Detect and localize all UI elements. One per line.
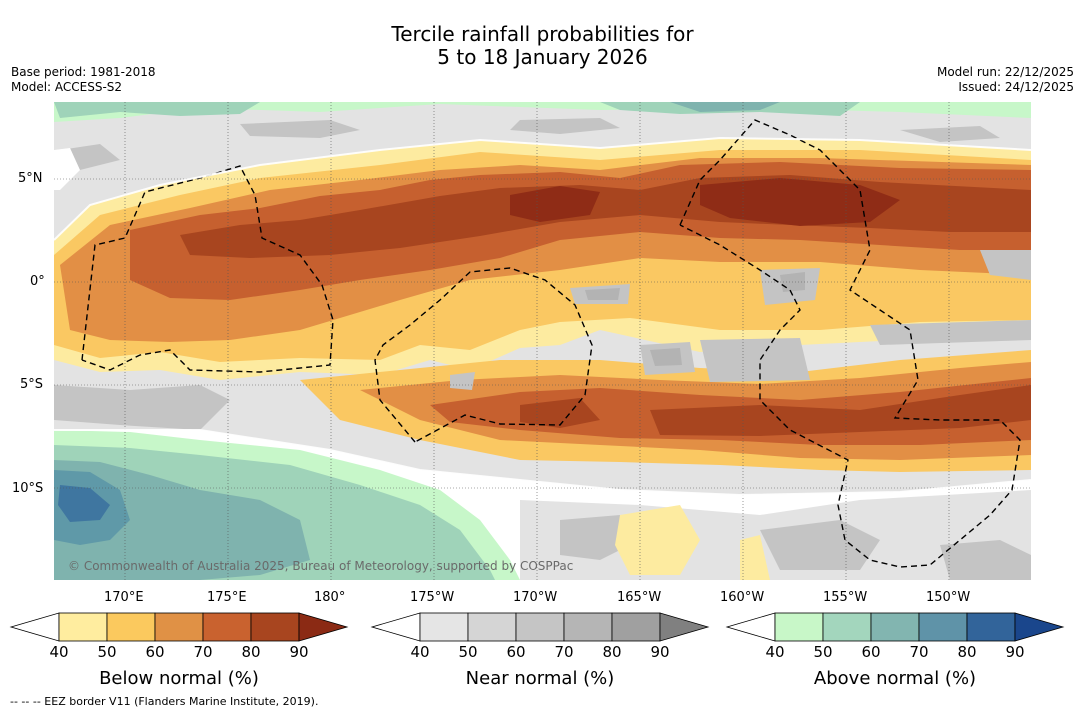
- colorbar-near-tick: 90: [650, 643, 670, 661]
- eez-borders: [81, 119, 1021, 568]
- colorbar-near-tick: 70: [554, 643, 574, 661]
- lon-label-175w: 175°W: [410, 590, 455, 605]
- lon-label-165w: 165°W: [617, 590, 662, 605]
- colorbar-near-tick: 80: [602, 643, 622, 661]
- near-normal-north-patches: [60, 118, 1000, 170]
- near-normal-band-islands-dark: [585, 272, 805, 366]
- colorbar-above-tick: 50: [813, 643, 833, 661]
- colorbar-below-label: Below normal (%): [99, 668, 259, 689]
- near-normal-north-white-gap: [54, 148, 80, 190]
- copyright-notice: © Commonwealth of Australia 2025, Bureau…: [68, 559, 574, 573]
- colorbar-near-cell: [467, 612, 517, 642]
- lon-label-175e: 175°E: [207, 590, 247, 605]
- title-line-2: 5 to 18 January 2026: [437, 45, 648, 69]
- base-period: Base period: 1981-2018: [11, 65, 156, 79]
- colorbar-below: [9, 612, 349, 642]
- issued-date: Issued: 24/12/2025: [958, 80, 1074, 94]
- colorbar-above-under-arrow: [725, 612, 776, 642]
- above-normal-north-50: [54, 102, 860, 118]
- below-normal-90: [510, 178, 900, 226]
- lat-label-5s: 5°S: [20, 377, 44, 392]
- lon-label-160w: 160°W: [720, 590, 765, 605]
- lon-label-170w: 170°W: [513, 590, 558, 605]
- lat-label-10s: 10°S: [12, 481, 44, 496]
- eez-border-kiribati-phoenix: [374, 267, 593, 443]
- colorbar-above-over-arrow: [1014, 612, 1065, 642]
- colorbar-below-tick: 40: [49, 643, 69, 661]
- above-normal-north-60: [670, 102, 780, 112]
- near-normal-south-grey-dark: [560, 515, 1031, 580]
- contour-edges: [54, 136, 1031, 497]
- colorbar-near-label: Near normal (%): [465, 668, 615, 689]
- colorbar-near-tick: 50: [458, 643, 478, 661]
- lon-label-180: 180°: [314, 590, 346, 605]
- colorbar-below-tick: 50: [97, 643, 117, 661]
- colorbar-above-tick: 40: [765, 643, 785, 661]
- colorbar-above-tick: 80: [957, 643, 977, 661]
- colorbar-above-tick: 60: [861, 643, 881, 661]
- colorbar-near-tick: 60: [506, 643, 526, 661]
- colorbar-near-over-arrow: [659, 612, 710, 642]
- colorbar-above-tick: 90: [1005, 643, 1025, 661]
- colorbar-above-cell: [774, 612, 824, 642]
- meta-left: Base period: 1981-2018 Model: ACCESS-S2: [11, 65, 156, 95]
- colorbar-above: [725, 612, 1065, 642]
- colorbar-below-tick: 60: [145, 643, 165, 661]
- colorbar-below-tick: 90: [289, 643, 309, 661]
- above-normal-southwest-80: [58, 485, 110, 522]
- colorbar-below-cell: [202, 612, 252, 642]
- lat-label-5n: 5°N: [18, 171, 43, 186]
- colorbar-near-under-arrow: [370, 612, 421, 642]
- below-normal-south-patch: [615, 505, 770, 580]
- colorbar-below-tick: 70: [193, 643, 213, 661]
- colorbar-below-over-arrow: [298, 612, 349, 642]
- colorbar-near: [370, 612, 710, 642]
- probability-map: [54, 102, 1031, 580]
- colorbar-below-cell: [106, 612, 156, 642]
- colorbar-near-cell: [563, 612, 613, 642]
- colorbar-above-cell: [870, 612, 920, 642]
- colorbar-below-cell: [154, 612, 204, 642]
- colorbar-above-cell: [918, 612, 968, 642]
- colorbar-near-cell: [515, 612, 565, 642]
- colorbar-above-tick: 70: [909, 643, 929, 661]
- colorbar-below-cell: [250, 612, 300, 642]
- colorbar-near-cell: [419, 612, 469, 642]
- model-run: Model run: 22/12/2025: [936, 65, 1074, 79]
- title-line-1: Tercile rainfall probabilities for: [391, 22, 694, 46]
- colorbar-below-tick: 80: [241, 643, 261, 661]
- eez-footer-note: -- -- -- EEZ border V11 (Flanders Marine…: [10, 695, 319, 708]
- colorbar-near-cell: [611, 612, 661, 642]
- colorbar-above-cell: [966, 612, 1016, 642]
- lon-label-150w: 150°W: [926, 590, 971, 605]
- colorbar-above-cell: [822, 612, 872, 642]
- model-name: Model: ACCESS-S2: [11, 80, 123, 94]
- colorbar-near-tick: 40: [410, 643, 430, 661]
- lon-label-155w: 155°W: [823, 590, 868, 605]
- lat-label-0: 0°: [30, 274, 45, 289]
- eez-border-kiribati-line: [679, 119, 1021, 568]
- colorbar-below-cell: [58, 612, 108, 642]
- lon-label-170e: 170°E: [104, 590, 144, 605]
- grid-lines: [54, 102, 1031, 580]
- colorbar-above-label: Above normal (%): [813, 668, 977, 689]
- meta-right: Model run: 22/12/2025 Issued: 24/12/2025: [937, 65, 1074, 95]
- eez-border-kiribati-gilberts: [81, 165, 334, 373]
- below-normal-south-80: [520, 385, 1031, 436]
- colorbar-below-under-arrow: [9, 612, 60, 642]
- near-normal-band-islands: [54, 250, 1031, 430]
